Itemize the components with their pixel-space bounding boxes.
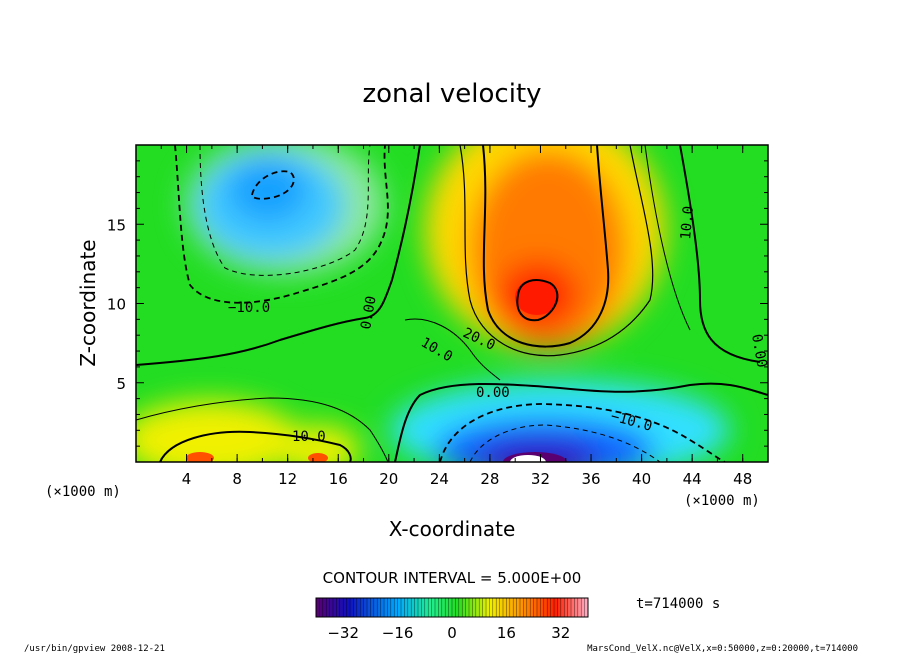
x-tick-label: 20 xyxy=(379,470,398,488)
x-unit-left: (×1000 m) xyxy=(45,484,121,500)
x-tick-label: 32 xyxy=(531,470,550,488)
contour-zero-line xyxy=(136,145,421,366)
contour-neg-line xyxy=(199,145,371,276)
y-axis-label: Z-coordinate xyxy=(76,239,100,366)
contour-label: 0.00 xyxy=(748,333,770,369)
colorbar-tick-label: 16 xyxy=(497,624,516,642)
x-tick-label: 36 xyxy=(581,470,600,488)
contour-neg-line xyxy=(439,403,726,462)
x-unit-right: (×1000 m) xyxy=(684,493,760,509)
y-axis: 5 10 15 xyxy=(107,160,768,447)
contour-pos-line xyxy=(159,430,352,462)
contour-pos-line xyxy=(404,318,501,381)
x-tick-label: 4 xyxy=(182,470,192,488)
contour-pos-line xyxy=(136,397,389,462)
colorbar-tick-label: 32 xyxy=(551,624,570,642)
contour-label: 0.00 xyxy=(358,295,380,331)
contour-zero-line xyxy=(679,145,761,363)
contour-neg-line xyxy=(174,145,389,304)
time-label: t=714000 s xyxy=(636,596,720,612)
x-tick-label: 8 xyxy=(232,470,242,488)
contour-label: 10.0 xyxy=(292,429,326,445)
contour-interval: CONTOUR INTERVAL = 5.000E+00 xyxy=(323,569,582,587)
contour-pos-line xyxy=(644,145,691,331)
x-tick-label: 28 xyxy=(480,470,499,488)
x-axis: 4 8 12 16 20 24 28 32 36 40 44 48 xyxy=(160,145,752,488)
footer-right: MarsCond_VelX.nc@VelX,x=0:50000,z=0:2000… xyxy=(587,644,858,654)
contour-label: −10.0 xyxy=(228,300,270,316)
x-tick-label: 40 xyxy=(632,470,651,488)
colorbar-tick-label: 0 xyxy=(447,624,457,642)
contour-min-line xyxy=(251,170,295,200)
contour-zero-line xyxy=(394,382,768,462)
x-tick-label: 16 xyxy=(329,470,348,488)
y-tick-label: 5 xyxy=(116,375,126,393)
y-tick-label: 10 xyxy=(107,296,126,314)
contour-pos-line xyxy=(482,145,610,348)
x-tick-label: 44 xyxy=(683,470,702,488)
colorbar-tick-label: −16 xyxy=(382,624,414,642)
colorbar-tick-label: −32 xyxy=(327,624,359,642)
x-tick-label: 12 xyxy=(278,470,297,488)
contour-label: 0.00 xyxy=(476,385,510,401)
chart-title: zonal velocity xyxy=(362,79,541,109)
colorbar-ticks: −32 −16 0 16 32 xyxy=(319,598,585,642)
plot-area: −10.0 0.00 10.0 20.0 0.00 −10.0 10.0 10.… xyxy=(136,145,770,462)
x-tick-label: 48 xyxy=(733,470,752,488)
y-tick-label: 15 xyxy=(107,216,126,234)
contour-pos-line xyxy=(459,145,654,357)
x-tick-label: 24 xyxy=(430,470,449,488)
contour-max-line xyxy=(516,279,559,322)
x-axis-label: X-coordinate xyxy=(389,517,516,541)
colorbar: −32 −16 0 16 32 xyxy=(315,597,589,642)
contour-label: 10.0 xyxy=(678,205,697,240)
footer-left: /usr/bin/gpview 2008-12-21 xyxy=(24,644,165,654)
